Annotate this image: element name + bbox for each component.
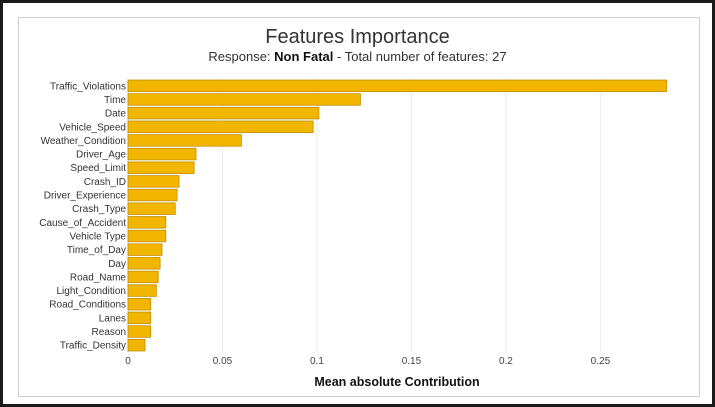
bar-date[interactable] — [127, 106, 320, 120]
category-label: Time_of_Day — [67, 245, 126, 256]
bar-vehicle-speed[interactable] — [127, 120, 314, 133]
category-label: Light_Condition — [57, 286, 127, 297]
bar-road-conditions[interactable] — [127, 298, 152, 311]
bars — [127, 79, 667, 352]
bar-light-condition[interactable] — [127, 284, 157, 297]
bar-time[interactable] — [127, 93, 361, 106]
bar-traffic-violations[interactable] — [127, 79, 667, 93]
category-label: Traffic_Density — [60, 341, 126, 352]
category-label: Road_Conditions — [49, 300, 126, 311]
category-label: Vehicle Type — [69, 231, 126, 242]
category-label: Driver_Age — [76, 150, 126, 161]
bar-time-of-day[interactable] — [127, 243, 163, 256]
bar-day[interactable] — [127, 257, 161, 270]
bar-crash-id[interactable] — [127, 175, 180, 188]
x-tick-labels: 0 0.05 0.1 0.15 0.2 0.25 — [125, 356, 610, 367]
category-label: Traffic_Violations — [50, 81, 126, 92]
category-label: Day — [108, 259, 126, 270]
category-label: Crash_Type — [72, 204, 126, 215]
category-label: Speed_Limit — [70, 163, 126, 174]
category-label: Lanes — [99, 313, 126, 324]
category-labels: Traffic_Violations Time Date Vehicle_Speed W… — [39, 81, 126, 351]
bar-crash-type[interactable] — [127, 202, 176, 215]
category-label: Crash_ID — [84, 177, 126, 188]
gridlines — [127, 79, 601, 352]
bar-vehicle-type[interactable] — [127, 229, 167, 243]
bar-reason[interactable] — [127, 325, 152, 338]
subtitle-suffix: - Total number of features: 27 — [333, 49, 507, 64]
chart-subtitle: Response: Non Fatal - Total number of fe… — [0, 49, 715, 64]
subtitle-prefix: Response: — [208, 49, 275, 64]
x-tick-label: 0.2 — [499, 356, 513, 367]
category-label: Road_Name — [70, 272, 127, 283]
bar-traffic-density[interactable] — [127, 338, 146, 352]
category-label: Weather_Condition — [41, 136, 126, 147]
category-label: Reason — [92, 327, 126, 338]
subtitle-response: Non Fatal — [274, 49, 334, 64]
x-tick-label: 0.1 — [310, 356, 324, 367]
chart-title: Features Importance — [265, 26, 450, 48]
bar-road-name[interactable] — [127, 270, 159, 284]
category-label: Time — [104, 95, 126, 106]
bar-lanes[interactable] — [127, 311, 152, 325]
bar-weather-condition[interactable] — [127, 134, 242, 147]
x-tick-label: 0.25 — [591, 356, 611, 367]
x-tick-label: 0 — [125, 356, 131, 367]
category-label: Vehicle_Speed — [59, 122, 126, 133]
bar-cause-of-accident[interactable] — [127, 216, 167, 229]
bar-driver-experience[interactable] — [127, 188, 178, 202]
category-label: Date — [105, 109, 127, 120]
category-label: Driver_Experience — [44, 191, 127, 202]
x-tick-label: 0.15 — [402, 356, 422, 367]
x-axis-label: Mean absolute Contribution — [314, 375, 479, 389]
bar-driver-age[interactable] — [127, 147, 197, 161]
bar-speed-limit[interactable] — [127, 161, 195, 174]
category-label: Cause_of_Accident — [39, 218, 126, 229]
x-tick-label: 0.05 — [213, 356, 233, 367]
